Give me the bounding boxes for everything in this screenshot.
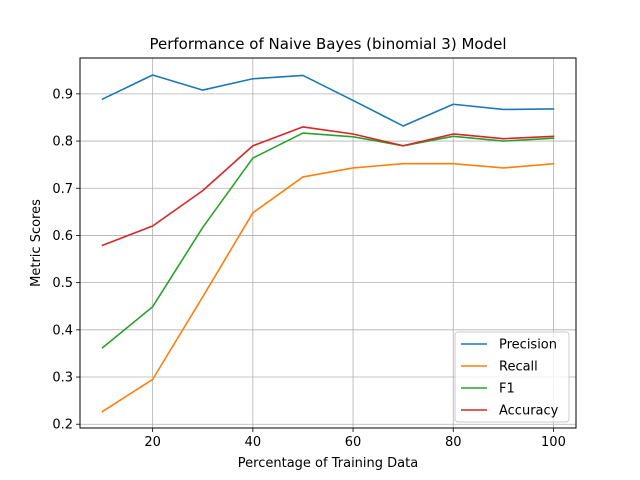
y-tick-label: 0.3	[52, 371, 73, 386]
legend-label-accuracy: Accuracy	[499, 404, 559, 419]
series-line-accuracy	[101, 126, 555, 247]
legend-label-recall: Recall	[499, 360, 538, 375]
series-line-precision	[101, 74, 555, 127]
legend-entries: Precision Recall F1 Accuracy	[461, 338, 559, 419]
x-tick-label: 20	[144, 435, 161, 450]
y-tick-label: 0.9	[52, 87, 73, 102]
x-axis-title: Percentage of Training Data	[238, 456, 418, 471]
legend: Precision Recall F1 Accuracy	[454, 331, 570, 423]
axis-ticks: 20 40 60 80 100 0.2 0.3 0.4 0.5 0.6 0.7 0.8 0.9	[52, 87, 566, 450]
plot-frame	[79, 57, 577, 429]
x-tick-label: 60	[345, 435, 362, 450]
y-tick-label: 0.2	[52, 418, 73, 433]
legend-label-precision: Precision	[499, 338, 557, 353]
series-lines	[101, 74, 555, 413]
x-tick-label: 40	[245, 435, 262, 450]
legend-box	[454, 331, 570, 423]
x-tick-label: 80	[445, 435, 462, 450]
grid-lines	[80, 58, 576, 428]
y-tick-label: 0.8	[52, 135, 73, 150]
y-tick-label: 0.6	[52, 229, 73, 244]
chart-title: Performance of Naive Bayes (binomial 3) …	[149, 35, 506, 53]
series-line-recall	[101, 162, 555, 413]
legend-label-f1: F1	[499, 382, 515, 397]
y-tick-label: 0.5	[52, 276, 73, 291]
y-tick-label: 0.4	[52, 323, 73, 338]
y-tick-label: 0.7	[52, 182, 73, 197]
series-line-f1	[101, 132, 555, 349]
y-axis-title: Metric Scores	[29, 199, 44, 287]
x-tick-label: 100	[541, 435, 566, 450]
